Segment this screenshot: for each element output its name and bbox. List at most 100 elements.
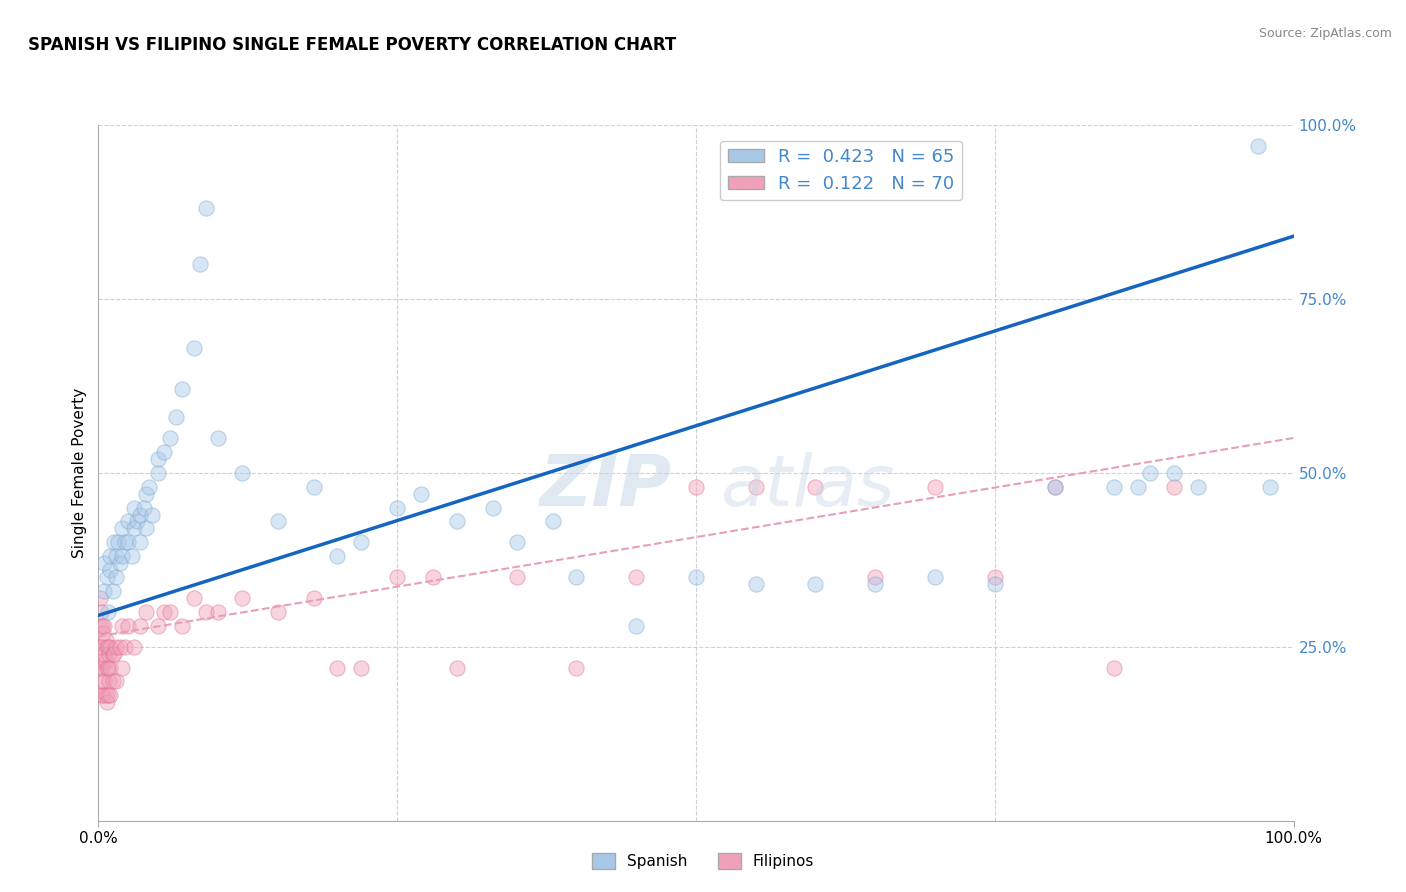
Point <box>98 674 121 689</box>
Point <box>983 577 1005 591</box>
Point <box>129 535 152 549</box>
Y-axis label: Single Female Poverty: Single Female Poverty <box>72 388 87 558</box>
Point <box>172 619 194 633</box>
Point <box>111 660 134 674</box>
Point <box>207 431 229 445</box>
Text: atlas: atlas <box>720 452 894 521</box>
Point <box>135 521 157 535</box>
Point <box>93 556 115 570</box>
Point <box>97 660 120 674</box>
Point <box>117 619 139 633</box>
Point <box>302 591 325 605</box>
Text: SPANISH VS FILIPINO SINGLE FEMALE POVERTY CORRELATION CHART: SPANISH VS FILIPINO SINGLE FEMALE POVERT… <box>28 36 676 54</box>
Point <box>97 640 120 654</box>
Point <box>141 508 163 522</box>
Point <box>207 605 229 619</box>
Point <box>685 570 707 584</box>
Point <box>98 549 122 564</box>
Point <box>1128 480 1150 494</box>
Point <box>98 660 122 674</box>
Point <box>153 445 176 459</box>
Point <box>148 619 170 633</box>
Point <box>91 619 114 633</box>
Point <box>302 480 325 494</box>
Point <box>124 640 146 654</box>
Point <box>105 570 128 584</box>
Point <box>350 535 373 549</box>
Point <box>108 640 131 654</box>
Point <box>97 689 120 703</box>
Point <box>132 500 155 515</box>
Point <box>385 570 409 584</box>
Point <box>91 689 114 703</box>
Point <box>105 549 128 564</box>
Point <box>91 660 114 674</box>
Point <box>565 570 588 584</box>
Point <box>96 640 118 654</box>
Point <box>194 605 217 619</box>
Point <box>91 625 114 640</box>
Point <box>135 605 157 619</box>
Point <box>165 410 187 425</box>
Point <box>1187 480 1209 494</box>
Point <box>103 647 125 661</box>
Point <box>117 515 139 529</box>
Point <box>350 660 373 674</box>
Point <box>541 515 564 529</box>
Point <box>1163 466 1185 480</box>
Point <box>1163 480 1185 494</box>
Point <box>124 521 146 535</box>
Point <box>111 549 134 564</box>
Point <box>117 535 139 549</box>
Point <box>89 591 111 605</box>
Text: ZIP: ZIP <box>540 452 672 521</box>
Point <box>121 549 143 564</box>
Point <box>105 640 128 654</box>
Point <box>94 632 117 647</box>
Point <box>96 660 118 674</box>
Point <box>101 674 124 689</box>
Point <box>89 619 111 633</box>
Point <box>267 515 290 529</box>
Point <box>326 660 349 674</box>
Point <box>1043 480 1066 494</box>
Point <box>103 535 125 549</box>
Legend: R =  0.423   N = 65, R =  0.122   N = 70: R = 0.423 N = 65, R = 0.122 N = 70 <box>720 141 962 201</box>
Point <box>98 689 122 703</box>
Point <box>624 619 647 633</box>
Point <box>98 563 122 577</box>
Point <box>183 591 205 605</box>
Point <box>422 570 444 584</box>
Point <box>385 500 409 515</box>
Point <box>96 570 118 584</box>
Point <box>107 535 129 549</box>
Point <box>446 660 468 674</box>
Point <box>98 647 121 661</box>
Point <box>93 584 115 599</box>
Point <box>129 508 152 522</box>
Point <box>91 654 114 668</box>
Point <box>93 674 115 689</box>
Point <box>1258 480 1281 494</box>
Point <box>90 640 112 654</box>
Point <box>153 605 176 619</box>
Point <box>924 570 946 584</box>
Point <box>114 535 136 549</box>
Point <box>114 640 136 654</box>
Legend: Spanish, Filipinos: Spanish, Filipinos <box>585 847 821 875</box>
Point <box>1102 480 1125 494</box>
Point <box>91 689 114 703</box>
Point <box>1102 660 1125 674</box>
Point <box>138 480 160 494</box>
Point <box>97 605 120 619</box>
Point <box>125 515 148 529</box>
Point <box>1139 466 1161 480</box>
Point <box>111 619 134 633</box>
Point <box>111 521 134 535</box>
Point <box>129 619 152 633</box>
Point <box>231 466 253 480</box>
Point <box>183 341 205 355</box>
Point <box>148 466 170 480</box>
Point <box>267 605 290 619</box>
Point <box>506 535 529 549</box>
